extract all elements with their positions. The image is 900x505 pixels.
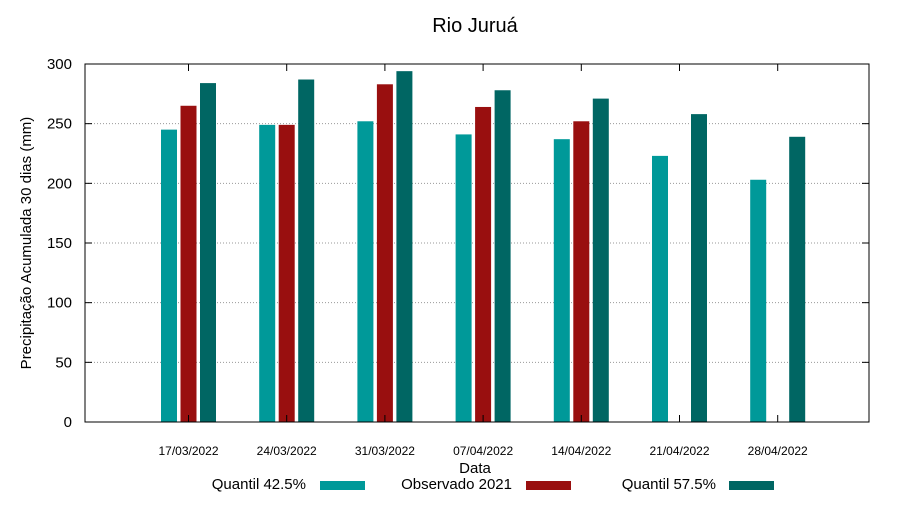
y-tick-label: 300 [47, 56, 72, 73]
bar-2-4 [592, 98, 609, 423]
bar-1-0 [180, 105, 197, 423]
bar-0-3 [455, 134, 472, 422]
chart-title: Rio Juruá [432, 15, 518, 37]
y-tick-label: 150 [47, 235, 72, 252]
bar-0-5 [652, 155, 668, 423]
x-tick-label: 21/04/2022 [649, 444, 709, 458]
bar-2-2 [396, 71, 413, 422]
legend-swatch-1 [526, 481, 571, 490]
bar-2-1 [298, 79, 315, 422]
x-tick-label: 14/04/2022 [551, 444, 611, 458]
bar-2-5 [691, 114, 707, 423]
bar-0-4 [553, 139, 570, 422]
y-tick-label: 200 [47, 175, 72, 192]
y-tick-label: 250 [47, 116, 72, 133]
bar-2-3 [494, 90, 511, 423]
x-tick-label: 07/04/2022 [453, 444, 513, 458]
bar-1-4 [573, 121, 590, 422]
y-tick-label: 0 [64, 414, 72, 431]
bar-0-1 [259, 124, 276, 423]
y-tick-label: 50 [55, 354, 72, 371]
legend-label-1: Observado 2021 [401, 476, 512, 493]
bar-1-3 [475, 106, 492, 423]
bars-group [161, 71, 806, 423]
bar-0-2 [357, 121, 374, 422]
bar-1-1 [278, 124, 295, 423]
bar-0-6 [750, 179, 767, 422]
bar-0-0 [161, 129, 177, 422]
legend-swatch-0 [320, 481, 365, 490]
axes-group: 0 50 100 150 200 250 300 17/03/2022 24/03/2022 31… [47, 56, 870, 458]
legend-label-0: Quantil 42.5% [212, 476, 306, 493]
legend-label-2: Quantil 57.5% [622, 476, 716, 493]
x-tick-label: 28/04/2022 [748, 444, 808, 458]
legend-swatch-2 [729, 481, 774, 490]
y-axis-label: Precipitação Acumulada 30 dias (mm) [18, 117, 35, 370]
x-tick-label: 17/03/2022 [158, 444, 218, 458]
x-tick-label: 31/03/2022 [355, 444, 415, 458]
bar-2-6 [789, 136, 806, 422]
x-tick-label: 24/03/2022 [257, 444, 317, 458]
legend: Quantil 42.5% Observado 2021 Quantil 57.5% [212, 476, 774, 493]
y-tick-label: 100 [47, 295, 72, 312]
x-axis-label: Data [459, 460, 491, 477]
bar-1-2 [376, 84, 393, 422]
bar-2-0 [200, 83, 216, 423]
